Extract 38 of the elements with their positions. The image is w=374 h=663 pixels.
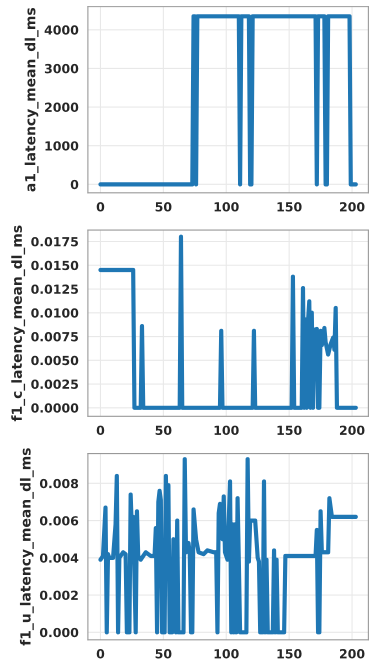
line-series — [98, 457, 358, 634]
x-tick-label: 200 — [340, 426, 364, 436]
y-axis-title: a1_latency_mean_dl_ms — [24, 8, 39, 192]
y-tick-label: 3000 — [44, 64, 78, 74]
x-tick-label: 50 — [156, 649, 172, 658]
x-tick-label: 200 — [340, 202, 364, 212]
x-tick-label: 50 — [156, 426, 172, 436]
line-series — [98, 234, 358, 410]
y-tick-label: 0.0025 — [31, 379, 78, 389]
y-tick-label: 0.0100 — [31, 308, 78, 318]
x-tick-label: 100 — [214, 649, 239, 658]
y-tick-label: 0.000 — [40, 628, 78, 638]
x-tick-label: 150 — [278, 649, 302, 658]
y-tick-label: 2000 — [45, 102, 78, 112]
x-tick-label: 150 — [278, 426, 302, 436]
y-axis-title: f1_c_latency_mean_dl_ms — [11, 226, 26, 422]
y-tick-label: 0 — [70, 180, 78, 190]
x-tick-label: 100 — [214, 202, 239, 212]
y-tick-label: 0.006 — [40, 516, 78, 526]
y-tick-label: 0.008 — [40, 478, 78, 488]
y-axis-title: f1_u_latency_mean_dl_ms — [20, 448, 34, 646]
y-tick-label: 0.0125 — [31, 284, 78, 294]
y-tick-label: 4000 — [44, 25, 78, 35]
y-tick-label: 1000 — [45, 141, 78, 151]
x-tick-label: 0 — [96, 649, 104, 658]
y-tick-label: 0.004 — [40, 553, 78, 563]
y-tick-label: 0.0150 — [31, 260, 78, 270]
x-tick-label: 0 — [96, 426, 104, 436]
y-tick-label: 0.0175 — [31, 236, 78, 246]
x-tick-label: 200 — [340, 649, 364, 658]
x-tick-label: 100 — [214, 426, 239, 436]
x-tick-label: 150 — [278, 202, 302, 212]
y-tick-label: 0.002 — [40, 590, 78, 600]
y-tick-label: 0.0000 — [31, 403, 78, 413]
y-tick-label: 0.0050 — [31, 356, 78, 366]
x-tick-label: 50 — [156, 202, 172, 212]
x-tick-label: 0 — [96, 202, 104, 212]
y-tick-label: 0.0075 — [31, 332, 78, 342]
